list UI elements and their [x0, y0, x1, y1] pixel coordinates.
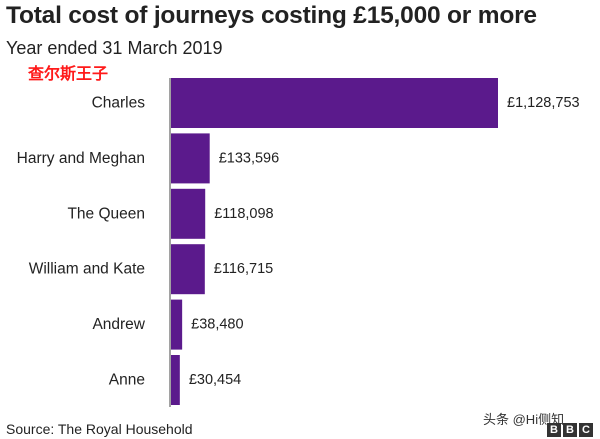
bar-5 [171, 355, 180, 405]
bbc-logo-letter-3: C [579, 423, 593, 437]
value-label-4: £38,480 [191, 317, 243, 333]
bar-3 [171, 244, 205, 295]
bbc-logo-letter-2: B [563, 423, 577, 437]
category-label-2: The Queen [67, 205, 145, 222]
chart-subtitle: Year ended 31 March 2019 [6, 38, 223, 58]
bar-2 [171, 188, 206, 239]
watermark: 头条 @Hi侧知 [483, 409, 565, 428]
category-label-0: Charles [92, 95, 146, 112]
bbc-logo-letter-1: B [547, 423, 561, 437]
category-label-5: Anne [109, 372, 145, 389]
bar-1 [171, 133, 210, 184]
value-label-1: £133,596 [219, 150, 279, 166]
bbc-logo: B B C [547, 423, 593, 437]
source-note: Source: The Royal Household [6, 421, 193, 437]
value-label-2: £118,098 [214, 206, 273, 222]
category-label-4: Andrew [92, 316, 145, 333]
annotation-label: 查尔斯王子 [28, 66, 109, 83]
value-label-5: £30,454 [189, 372, 241, 388]
value-label-0: £1,128,753 [507, 95, 580, 111]
value-label-3: £116,715 [214, 261, 273, 277]
bar-4 [171, 299, 183, 350]
category-label-3: William and Kate [29, 261, 145, 278]
category-label-1: Harry and Meghan [17, 150, 145, 167]
chart-title: Total cost of journeys costing £15,000 o… [6, 2, 537, 29]
bar-0 [171, 78, 498, 128]
